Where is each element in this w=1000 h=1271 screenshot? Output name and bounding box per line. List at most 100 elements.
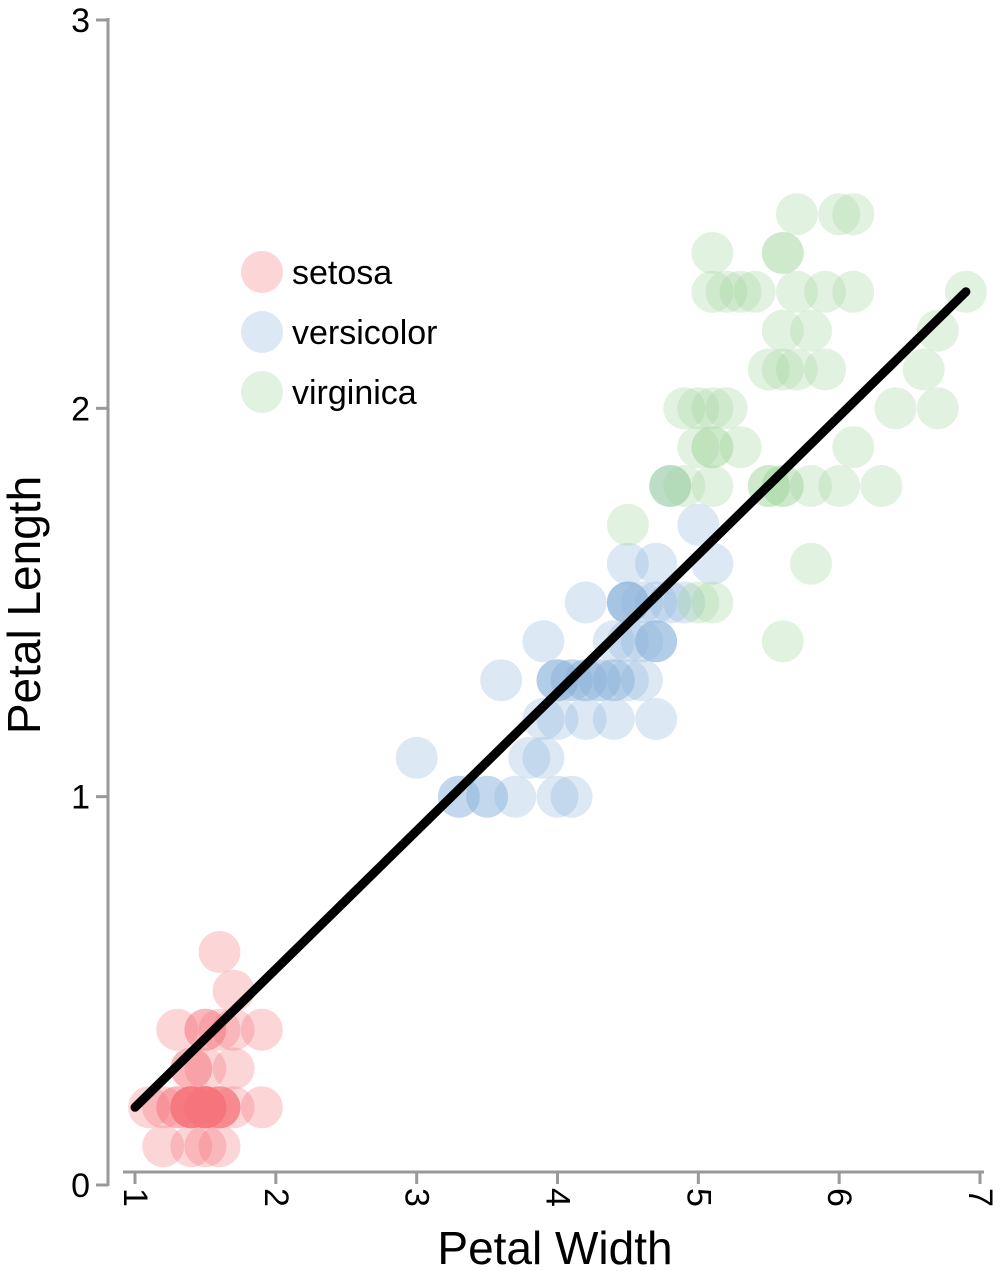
setosa-point: [170, 1086, 213, 1129]
versicolor-point: [663, 581, 706, 624]
setosa-point: [184, 1086, 227, 1129]
versicolor-point: [437, 775, 480, 818]
versicolor-point: [578, 659, 621, 702]
versicolor-point: [621, 581, 663, 624]
versicolor-point: [635, 620, 678, 663]
setosa-legend-swatch: [241, 251, 283, 293]
versicolor-point: [592, 698, 635, 740]
y-ticks: 0 1 2 3: [71, 2, 108, 1205]
virginica-point: [775, 193, 818, 236]
setosa-point: [170, 1086, 213, 1129]
virginica-point: [747, 348, 790, 391]
virginica-point: [761, 309, 804, 352]
versicolor-point: [550, 775, 593, 818]
setosa-point: [184, 1008, 227, 1051]
virginica-point: [874, 387, 917, 430]
virginica-point: [663, 387, 706, 430]
versicolor-point: [592, 659, 635, 702]
virginica-point: [691, 387, 734, 430]
virginica-point: [691, 581, 734, 624]
x-tick-label: 7: [961, 1188, 999, 1207]
virginica-point: [916, 387, 959, 430]
setosa-point: [156, 1008, 199, 1051]
versicolor-point: [536, 659, 579, 702]
versicolor-point: [606, 542, 649, 585]
versicolor-point: [635, 620, 678, 663]
versicolor-point: [522, 736, 565, 779]
x-tick-label: 2: [257, 1188, 295, 1207]
versicolor-point: [536, 659, 579, 702]
x-tick-label: 6: [820, 1188, 858, 1207]
versicolor-point: [635, 620, 678, 663]
virginica-point: [818, 465, 861, 507]
setosa-point: [184, 1125, 227, 1168]
virginica-point: [902, 348, 945, 391]
x-axis: 1 2 3 4 5 6 7: [116, 1170, 999, 1207]
versicolor-point: [635, 542, 678, 585]
virginica-point: [691, 270, 734, 313]
versicolor-point: [536, 775, 579, 818]
versicolor-point: [564, 581, 607, 624]
virginica-point: [677, 581, 720, 624]
setosa-point: [198, 1086, 241, 1129]
x-tick-label: 1: [116, 1188, 154, 1207]
versicolor-point: [522, 620, 565, 663]
setosa-point: [184, 1086, 227, 1129]
virginica-point: [916, 309, 959, 352]
x-tick-label: 3: [398, 1188, 436, 1207]
setosa-point: [240, 1008, 283, 1051]
versicolor-point: [480, 659, 523, 702]
trendline: [130, 287, 971, 1112]
virginica-point: [804, 348, 847, 391]
x-tick-label: 4: [539, 1188, 577, 1207]
virginica-point: [677, 426, 720, 469]
virginica-point: [705, 270, 748, 313]
virginica-point: [649, 465, 692, 507]
y-tick-label: 2: [71, 390, 90, 428]
virginica-point: [818, 193, 861, 236]
legend: setosa versicolor virginica: [241, 251, 437, 413]
versicolor-point: [621, 659, 663, 702]
versicolor-point: [635, 581, 678, 624]
virginica-point: [761, 232, 804, 274]
virginica-point: [733, 270, 776, 313]
setosa-point: [170, 1086, 213, 1129]
setosa-point: [128, 1086, 171, 1129]
setosa-point: [142, 1125, 185, 1168]
setosa-point: [184, 1047, 227, 1090]
virginica-point: [790, 542, 832, 585]
virginica-point: [691, 465, 734, 507]
virginica-point: [761, 348, 804, 391]
setosa-point: [198, 1086, 241, 1129]
setosa-point: [184, 1086, 227, 1129]
versicolor-point: [466, 775, 509, 818]
virginica-point: [775, 348, 818, 391]
virginica-point: [677, 387, 720, 430]
virginica-point: [649, 465, 692, 507]
virginica-point: [860, 465, 903, 507]
setosa-point: [198, 1125, 241, 1168]
virginica-point: [691, 426, 734, 469]
y-axis-title: Petal Length: [0, 476, 50, 734]
setosa-point: [198, 1086, 241, 1129]
virginica-point: [832, 426, 875, 469]
setosa-point: [198, 1086, 241, 1129]
virginica-point: [832, 193, 875, 236]
versicolor-point: [606, 659, 649, 702]
versicolor-point: [635, 698, 678, 740]
virginica-point: [790, 309, 832, 352]
versicolor-point: [621, 620, 663, 663]
setosa-point: [212, 1047, 255, 1090]
x-ticks: 1 2 3 4 5 6 7: [116, 1172, 999, 1207]
versicolor-legend-swatch: [241, 311, 283, 353]
virginica-point: [775, 270, 818, 313]
setosa-point: [240, 1086, 283, 1129]
y-tick-label: 1: [71, 779, 90, 817]
versicolor-point: [536, 659, 579, 702]
versicolor-point: [677, 503, 720, 546]
virginica-point: [761, 465, 804, 507]
setosa-point: [156, 1086, 199, 1129]
setosa-point: [212, 1086, 255, 1129]
virginica-point: [691, 232, 734, 274]
